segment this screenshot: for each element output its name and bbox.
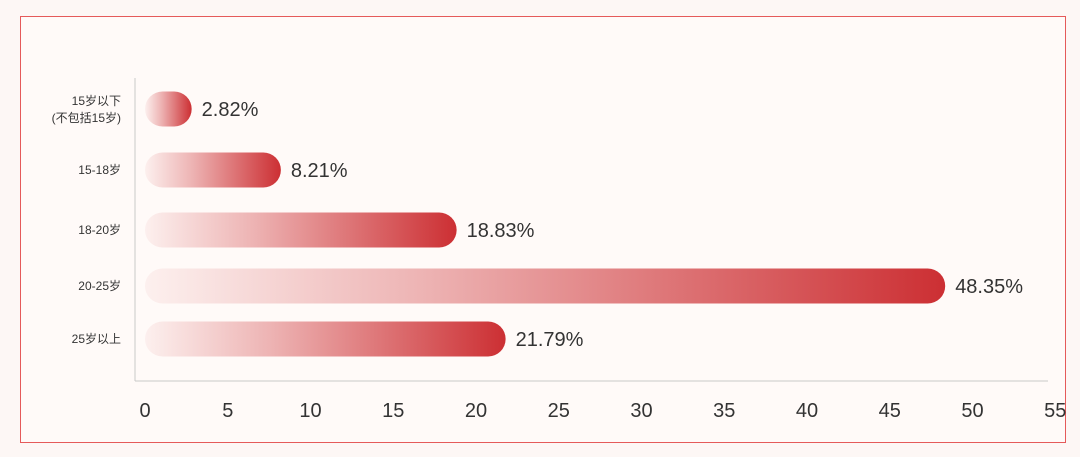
x-tick-label-8: 40	[796, 400, 818, 422]
category-label-4: 25岁以上	[72, 331, 121, 346]
x-tick-label-6: 30	[630, 400, 652, 422]
value-label-4: 21.79%	[516, 329, 584, 351]
bar-4	[145, 321, 506, 357]
x-tick-label-9: 45	[879, 400, 901, 422]
x-tick-label-4: 20	[465, 400, 487, 422]
x-tick-label-11: 55	[1044, 400, 1066, 422]
x-tick-label-0: 0	[139, 400, 150, 422]
bar-0	[145, 91, 192, 127]
category-label-0: 15岁以下(不包括15岁)	[52, 93, 121, 125]
category-label-2: 18-20岁	[78, 222, 121, 237]
category-label-3: 20-25岁	[78, 278, 121, 293]
x-tick-label-3: 15	[382, 400, 404, 422]
x-tick-label-5: 25	[548, 400, 570, 422]
value-label-0: 2.82%	[202, 99, 259, 121]
category-label-1: 15-18岁	[78, 162, 121, 177]
bar-1	[145, 152, 281, 188]
value-label-1: 8.21%	[291, 160, 348, 182]
value-label-3: 48.35%	[955, 276, 1023, 298]
bar-2	[145, 212, 457, 248]
x-tick-label-10: 50	[961, 400, 983, 422]
x-tick-label-2: 10	[299, 400, 321, 422]
value-label-2: 18.83%	[467, 220, 535, 242]
x-tick-label-7: 35	[713, 400, 735, 422]
x-tick-label-1: 5	[222, 400, 233, 422]
bar-3	[145, 268, 946, 304]
